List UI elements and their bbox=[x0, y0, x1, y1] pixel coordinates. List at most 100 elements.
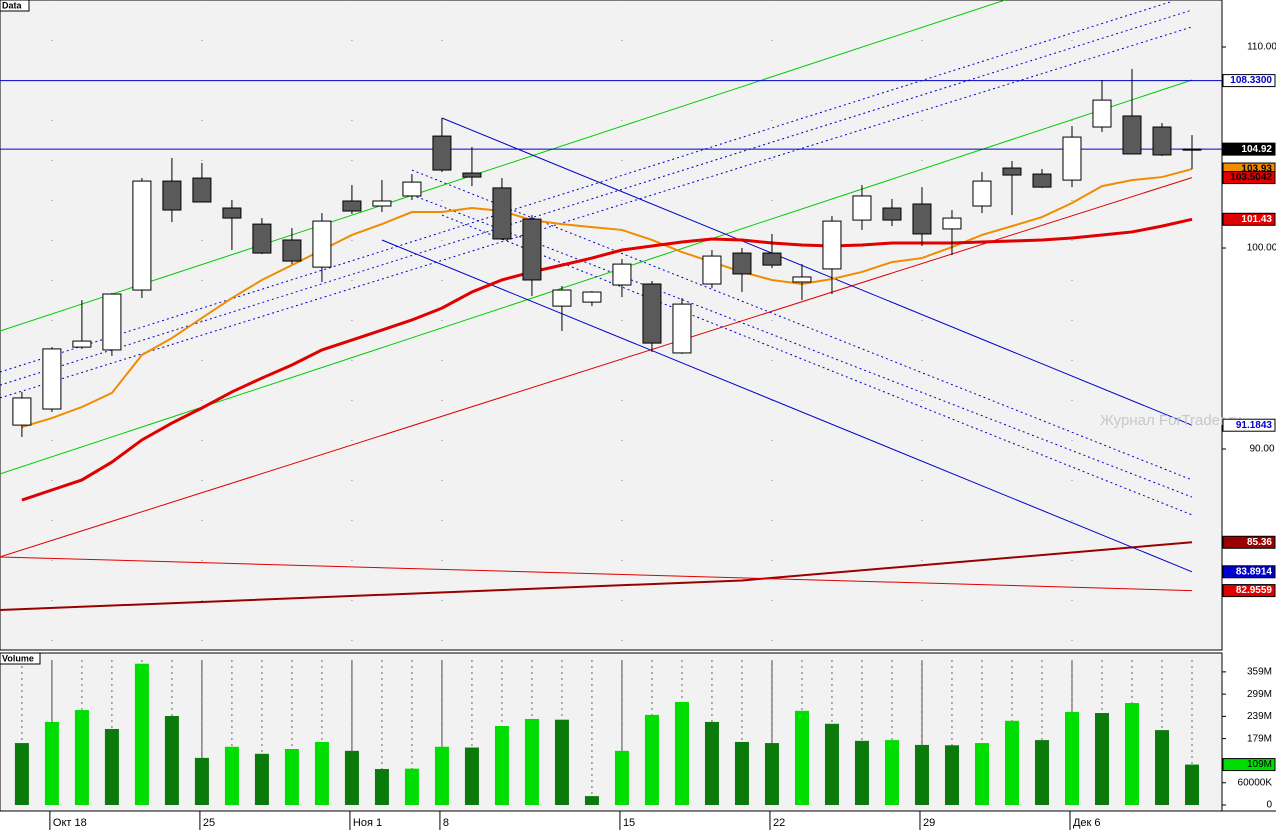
volume-bar bbox=[134, 663, 149, 805]
volume-bar bbox=[794, 710, 809, 805]
price-label-box bbox=[1222, 212, 1276, 226]
volume-bar bbox=[914, 744, 929, 805]
candle-body bbox=[822, 220, 842, 270]
volume-bar bbox=[644, 714, 659, 805]
candle-body bbox=[522, 218, 542, 281]
candle-body bbox=[642, 283, 662, 344]
candle-body bbox=[72, 340, 92, 348]
x-tick-label: Дек 6 bbox=[1073, 817, 1101, 829]
volume-bar bbox=[164, 715, 179, 805]
price-label: 108.3300 bbox=[1230, 75, 1272, 86]
price-label-box bbox=[1222, 142, 1276, 156]
candle-body bbox=[282, 239, 302, 262]
price-label: 101.43 bbox=[1241, 214, 1272, 225]
candle-body bbox=[252, 223, 272, 254]
title-box bbox=[0, 0, 30, 12]
trend-line bbox=[0, 556, 1193, 592]
volume-bar bbox=[464, 747, 479, 805]
candle-body bbox=[12, 397, 32, 426]
panel-title: Volume bbox=[2, 653, 34, 663]
trend-line bbox=[0, 0, 1006, 332]
candle-body bbox=[942, 217, 962, 230]
candle-body bbox=[912, 203, 932, 235]
y-tick-label: 90.00 bbox=[1249, 444, 1274, 455]
volume-bar bbox=[764, 743, 779, 805]
volume-bar bbox=[254, 753, 269, 805]
candle-body bbox=[192, 177, 212, 203]
trend-line bbox=[0, 541, 1193, 612]
price-label: 104.92 bbox=[1241, 144, 1272, 155]
candle-body bbox=[1122, 115, 1142, 155]
x-tick-label: Ноя 1 bbox=[353, 817, 382, 829]
candle-body bbox=[1002, 167, 1022, 176]
y-tick-label: 359M bbox=[1247, 667, 1272, 678]
volume-bar bbox=[704, 721, 719, 805]
candle-body bbox=[342, 200, 362, 212]
moving-average bbox=[21, 168, 1193, 429]
price-label-box bbox=[1222, 535, 1276, 549]
candle-body bbox=[882, 207, 902, 221]
candle-body bbox=[852, 195, 872, 221]
y-tick-label: 110.00 bbox=[1247, 42, 1276, 53]
candle-body bbox=[582, 291, 602, 303]
volume-bar bbox=[554, 719, 569, 805]
price-label: 82.9559 bbox=[1236, 585, 1273, 596]
candle-body bbox=[1182, 148, 1202, 151]
volume-bar bbox=[284, 749, 299, 805]
volume-bar bbox=[434, 746, 449, 805]
y-tick-label: 179M bbox=[1247, 733, 1272, 744]
candle-body bbox=[462, 172, 482, 178]
price-layers bbox=[0, 0, 1222, 650]
price-panel bbox=[0, 0, 1223, 651]
x-tick-label: 15 bbox=[623, 817, 635, 829]
candle-body bbox=[402, 181, 422, 197]
price-label-box bbox=[1222, 171, 1276, 185]
volume-bar bbox=[404, 768, 419, 805]
trend-line bbox=[0, 9, 1193, 386]
volume-bar bbox=[1154, 730, 1169, 805]
volume-bar bbox=[74, 710, 89, 805]
candle-body bbox=[1152, 126, 1172, 156]
price-label: 103.93 bbox=[1241, 164, 1272, 175]
price-label-box bbox=[1222, 584, 1276, 598]
volume-bar bbox=[1064, 711, 1079, 805]
volume-bar bbox=[734, 741, 749, 805]
candle-body bbox=[132, 180, 152, 291]
x-tick-label: Окт 18 bbox=[53, 817, 87, 829]
candle-body bbox=[732, 252, 752, 275]
y-tick-label: 60000K bbox=[1238, 777, 1273, 788]
volume-bar bbox=[944, 745, 959, 805]
price-label: 103.5042 bbox=[1230, 172, 1272, 183]
x-tick-label: 29 bbox=[923, 817, 935, 829]
volume-label: 109M bbox=[1247, 759, 1272, 770]
trend-line bbox=[441, 117, 1193, 426]
y-tick-label: 100.00 bbox=[1247, 243, 1276, 254]
volume-bar bbox=[1094, 713, 1109, 805]
price-label: 91.1843 bbox=[1236, 420, 1273, 431]
candle-body bbox=[1092, 99, 1112, 128]
x-tick-label: 25 bbox=[203, 817, 215, 829]
candle-body bbox=[492, 187, 512, 240]
trend-line bbox=[381, 239, 1193, 573]
volume-bar bbox=[374, 769, 389, 805]
volume-bar bbox=[1004, 720, 1019, 805]
candle-body bbox=[672, 303, 692, 354]
price-plot bbox=[0, 0, 1222, 650]
candle-body bbox=[312, 220, 332, 268]
volume-bar bbox=[494, 726, 509, 805]
candle-body bbox=[162, 180, 182, 211]
volume-bar bbox=[1184, 764, 1199, 805]
candle-body bbox=[432, 135, 452, 171]
volume-bar bbox=[854, 740, 869, 805]
candle-body bbox=[102, 293, 122, 351]
volume-bar bbox=[884, 740, 899, 805]
price-label-box bbox=[1222, 418, 1276, 432]
volume-bar bbox=[194, 757, 209, 805]
candle-body bbox=[1032, 173, 1052, 188]
candle-body bbox=[972, 180, 992, 207]
volume-bar bbox=[614, 750, 629, 805]
candle-body bbox=[762, 252, 782, 266]
title-box bbox=[0, 652, 41, 665]
volume-label-box bbox=[1222, 758, 1276, 772]
